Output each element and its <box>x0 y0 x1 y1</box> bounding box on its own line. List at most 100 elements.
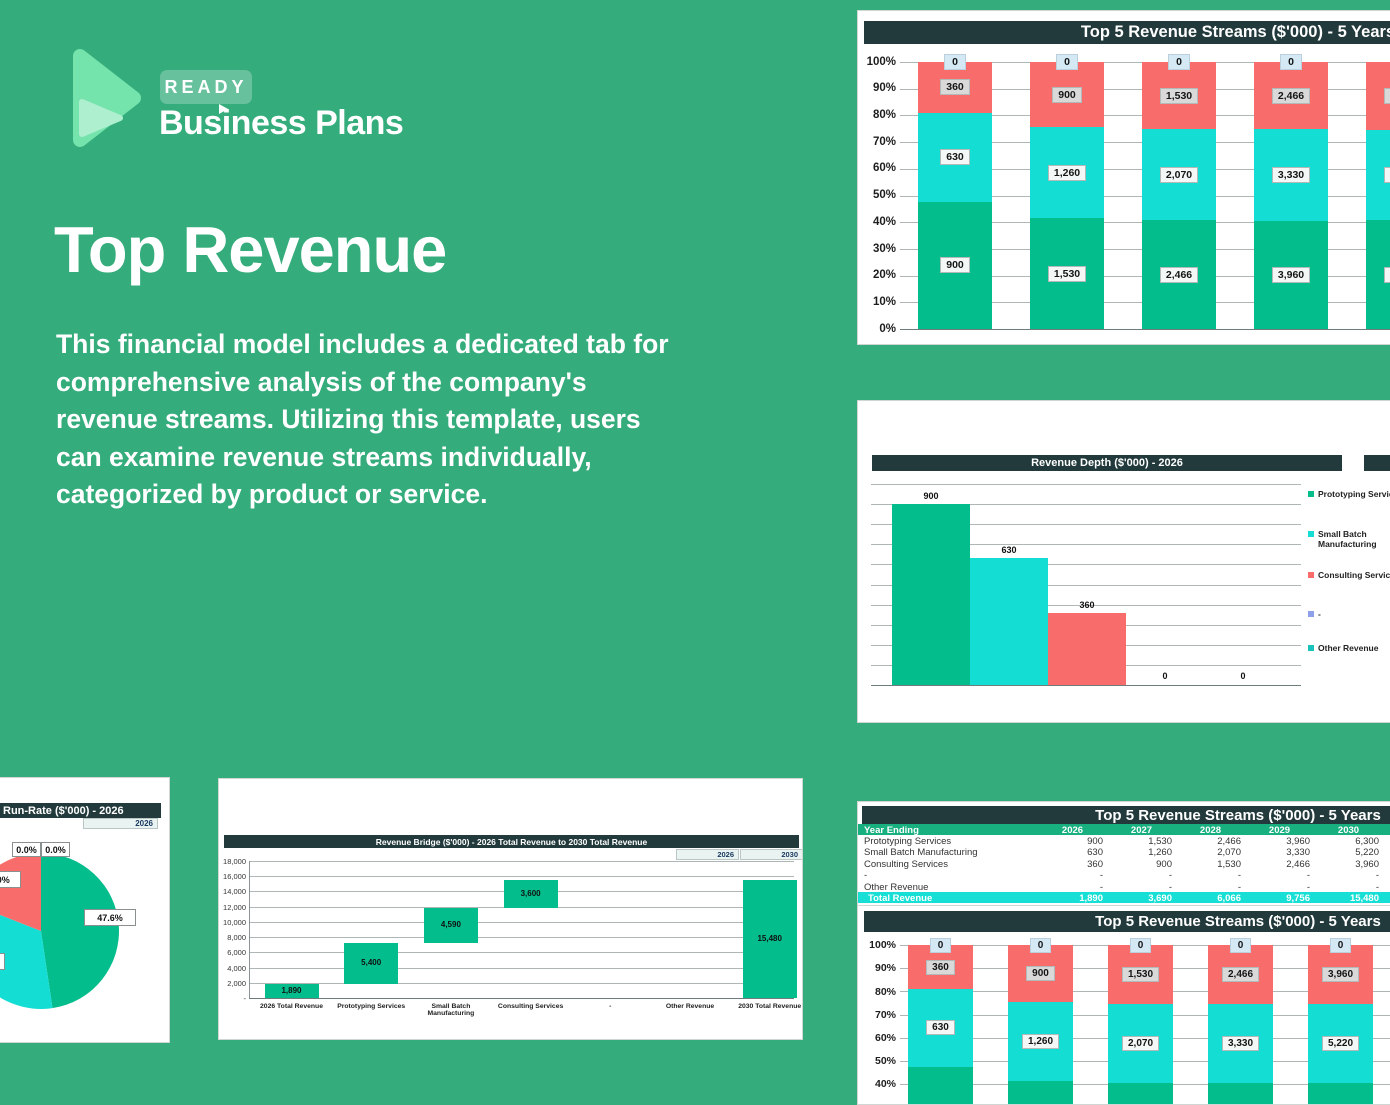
year-cell-2030-value: 2030 <box>781 850 798 859</box>
table-cell-value: 3,960 <box>1355 858 1379 870</box>
segment-value-box: 1,530 <box>1047 265 1087 282</box>
segment-value-label: 360 <box>908 959 973 975</box>
table-cell-value: 3,330 <box>1286 847 1310 859</box>
table-cell-value: - <box>1306 870 1310 882</box>
bar-value-label: 0 <box>1162 671 1168 681</box>
table-cell-value: 1,530 <box>1217 858 1241 870</box>
zero-value-label: 0 <box>1030 54 1104 70</box>
legend-item: Small Batch Manufacturing <box>1308 529 1390 549</box>
segment-value-box: 3,960 <box>1321 967 1360 983</box>
segment-value-box: 900 <box>1026 965 1055 981</box>
table-cell-value: 2,466 <box>1286 858 1310 870</box>
bar-segment-prototyping-services <box>1008 1080 1073 1104</box>
y-axis-tick-label: - <box>243 994 247 1003</box>
y-axis-tick-label: 18,000 <box>223 857 246 866</box>
segment-value-label: 2,070 <box>1108 1035 1173 1051</box>
table-row: ------ <box>858 869 1390 882</box>
segment-value-box: 5,220 <box>1321 1035 1360 1051</box>
legend-item: Prototyping Services <box>1308 489 1390 499</box>
segment-value-label: 5,220 <box>1366 167 1390 184</box>
waterfall-bar-label: 3,600 <box>520 888 541 898</box>
segment-value-label: 1,530 <box>1108 966 1173 982</box>
segment-value-box: 360 <box>926 959 955 975</box>
segment-value-label: 2,466 <box>1254 87 1328 104</box>
y-axis-tick-label: 10% <box>872 295 896 308</box>
pie-percentage-label: 19.0% <box>0 871 21 888</box>
pie-percentage-label: 0.0% <box>41 842 70 857</box>
pie-slice <box>0 914 53 1009</box>
gridline <box>249 967 794 969</box>
y-axis-tick-label: 60% <box>872 162 896 175</box>
segment-value-label: 2,466 <box>1208 966 1273 982</box>
segment-value-label: 5,220 <box>1308 1035 1373 1051</box>
zero-value-box: 0 <box>1129 937 1152 953</box>
table-cell-value: 6,300 <box>1355 836 1379 847</box>
table-total-value: 3,690 <box>1148 893 1172 904</box>
table-total-value: 1,890 <box>1079 893 1103 904</box>
segment-value-label: 360 <box>918 79 992 96</box>
brand-name: Business Plans <box>159 104 404 142</box>
y-axis-tick-label: 8,000 <box>227 933 246 943</box>
table-header-year: 2028 <box>1199 825 1222 836</box>
table-row-label: - <box>864 870 868 882</box>
waterfall-bar-label: 5,400 <box>361 958 382 968</box>
y-axis-line <box>249 861 250 998</box>
y-axis-tick-label: 0% <box>879 322 896 335</box>
x-axis-category-label: Consulting Services <box>497 1003 564 1010</box>
y-axis-tick-label: 90% <box>874 962 896 975</box>
y-axis-tick-label: 14,000 <box>223 887 246 897</box>
bar-prototyping-services <box>892 504 970 685</box>
waterfall-bar-label: 1,890 <box>281 985 302 995</box>
x-axis-category-label: Other Revenue <box>665 1003 715 1010</box>
table-title-bar: Top 5 Revenue Streams ($'000) - 5 Years <box>862 806 1390 825</box>
legend-label: Other Revenue <box>1318 643 1379 653</box>
year-selector-value: 2026 <box>135 819 153 828</box>
chart-title-bar: Run-Rate ($'000) - 2026 <box>0 803 161 818</box>
play-logo-icon <box>73 49 141 147</box>
zero-value-box: 0 <box>1329 937 1352 953</box>
gridline <box>900 329 1390 330</box>
zero-value-label: 0 <box>1366 54 1390 70</box>
table-cell-value: - <box>1375 881 1379 893</box>
brand-logo: READY Business Plans <box>0 0 500 170</box>
chart-title-bar: Revenue Depth ($'000) - 2026 <box>872 455 1342 471</box>
segment-value-box: 2,070 <box>1159 166 1199 183</box>
segment-value-box: 6,300 <box>1383 266 1390 283</box>
gridline <box>249 861 794 862</box>
y-axis-tick-label: 40% <box>874 1078 896 1091</box>
zero-value-box: 0 <box>1029 937 1052 953</box>
zero-value-box: 0 <box>1280 54 1302 70</box>
bar-value-label: 630 <box>1001 545 1017 556</box>
segment-value-box: 2,070 <box>1121 1035 1160 1051</box>
page-title: Top Revenue <box>54 213 447 286</box>
table-row-label: Small Batch Manufacturing <box>864 847 978 859</box>
segment-value-label: 3,960 <box>1308 967 1373 983</box>
chart-title: Revenue Bridge ($'000) - 2026 Total Reve… <box>375 836 648 847</box>
zero-value-label: 0 <box>918 54 992 70</box>
table-cell-value: - <box>1099 870 1103 882</box>
segment-value-label: 900 <box>918 257 992 274</box>
table-total-value: 6,066 <box>1217 893 1241 904</box>
page-description: This financial model includes a dedicate… <box>56 329 669 509</box>
zero-value-label: 0 <box>1208 937 1273 953</box>
bar-value-label: 0 <box>1240 671 1246 681</box>
table-cell-value: 900 <box>1156 858 1172 870</box>
table-header-label: Year Ending <box>864 825 919 836</box>
bar-segment-prototyping-services <box>1208 1082 1273 1104</box>
table-cell-value: 630 <box>1087 847 1103 859</box>
gridline <box>871 584 1301 586</box>
title-bar-extension <box>1364 455 1390 471</box>
chart-title: Revenue Depth ($'000) - 2026 <box>1031 457 1183 469</box>
segment-value-label: 3,330 <box>1254 167 1328 184</box>
segment-value-box: 2,466 <box>1221 966 1260 982</box>
chart-title-bar: Revenue Bridge ($'000) - 2026 Total Reve… <box>224 835 799 848</box>
bar-segment-prototyping-services <box>1308 1082 1373 1104</box>
legend-marker-icon <box>1308 645 1314 651</box>
zero-value-label: 0 <box>1008 937 1073 953</box>
chart-title-bar: Top 5 Revenue Streams ($'000) - 5 Years <box>864 911 1390 932</box>
stacked-bar-plot: 100% 90% 80% 70% 60% 50% 40% 30% 20% 10% 0% 900 630 3… <box>858 11 1390 344</box>
y-axis-tick-label: 80% <box>872 109 896 122</box>
segment-value-box: 5,220 <box>1383 167 1390 184</box>
segment-value-box: 1,260 <box>1047 164 1087 181</box>
bar-consulting-services <box>1048 612 1126 685</box>
